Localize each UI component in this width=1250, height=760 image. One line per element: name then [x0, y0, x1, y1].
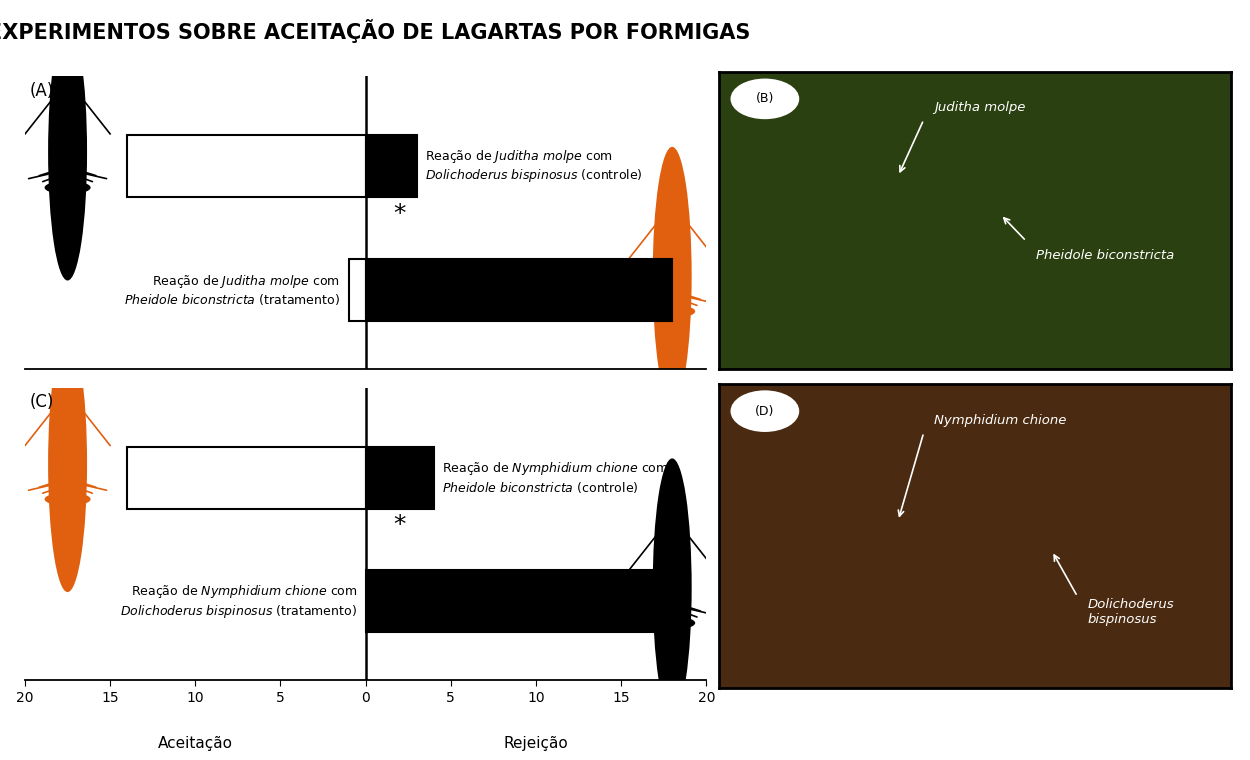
Text: (B): (B)	[756, 93, 774, 106]
Text: (C): (C)	[30, 393, 55, 411]
Text: *: *	[394, 513, 406, 537]
Ellipse shape	[656, 601, 689, 610]
Ellipse shape	[649, 616, 695, 630]
Circle shape	[652, 458, 691, 716]
Text: Reação de $Juditha$ $molpe$ com
$Pheidole$ $biconstricta$ (tratamento): Reação de $Juditha$ $molpe$ com $Pheidol…	[124, 273, 340, 307]
Circle shape	[48, 23, 88, 280]
Text: (D): (D)	[755, 404, 775, 418]
Bar	[366, 259, 672, 321]
Bar	[127, 135, 366, 197]
Ellipse shape	[656, 290, 689, 298]
Text: Dolichoderus
bispinosus: Dolichoderus bispinosus	[1088, 598, 1174, 625]
Ellipse shape	[45, 181, 90, 195]
Ellipse shape	[51, 477, 84, 486]
Bar	[366, 571, 672, 632]
Text: Nymphidium chione: Nymphidium chione	[934, 413, 1066, 427]
Circle shape	[48, 334, 88, 592]
Bar	[366, 135, 416, 197]
Bar	[349, 259, 366, 321]
Circle shape	[731, 80, 799, 118]
Text: Aceitação: Aceitação	[158, 736, 232, 752]
Circle shape	[652, 147, 691, 404]
Circle shape	[731, 391, 799, 431]
Text: Reação de $Juditha$ $molpe$ com
$Dolichoderus$ $bispinosus$ (controle): Reação de $Juditha$ $molpe$ com $Dolicho…	[425, 148, 642, 184]
Text: (A): (A)	[30, 81, 54, 100]
Ellipse shape	[51, 166, 84, 174]
Text: Reação de $Nymphidium$ $chione$ com
$Dolichoderus$ $bispinosus$ (tratamento): Reação de $Nymphidium$ $chione$ com $Dol…	[120, 583, 358, 619]
Bar	[127, 447, 366, 508]
Text: Juditha molpe: Juditha molpe	[934, 101, 1025, 114]
Ellipse shape	[45, 492, 90, 506]
Ellipse shape	[649, 305, 695, 318]
Text: Reação de $Nymphidium$ $chione$ com
$Pheidole$ $biconstricta$ (controle): Reação de $Nymphidium$ $chione$ com $Phe…	[442, 461, 669, 495]
Text: EXPERIMENTOS SOBRE ACEITAÇÃO DE LAGARTAS POR FORMIGAS: EXPERIMENTOS SOBRE ACEITAÇÃO DE LAGARTAS…	[0, 19, 750, 43]
Text: Rejeição: Rejeição	[504, 736, 569, 752]
Bar	[366, 447, 434, 508]
Text: *: *	[394, 201, 406, 226]
Text: Pheidole biconstricta: Pheidole biconstricta	[1036, 249, 1175, 262]
